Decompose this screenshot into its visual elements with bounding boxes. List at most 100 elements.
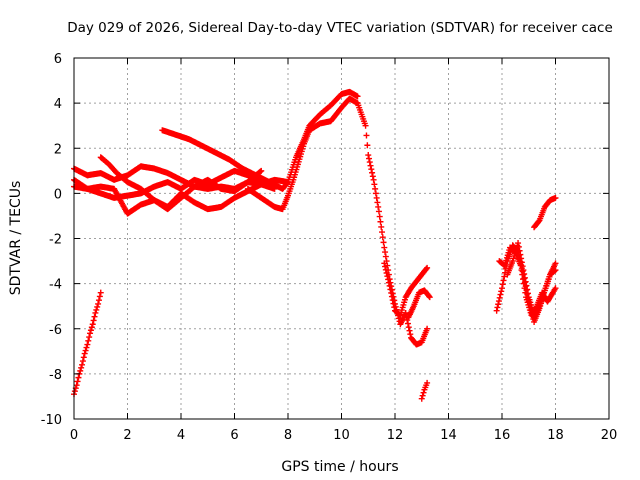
data-point — [364, 142, 371, 149]
y-tick-label-4: -2 — [49, 233, 62, 248]
data-point — [365, 152, 372, 159]
data-point — [391, 304, 398, 311]
y-tick-label-0: -10 — [41, 413, 62, 428]
data-point — [370, 176, 377, 183]
data-point — [388, 289, 395, 296]
data-point — [362, 122, 369, 129]
x-tick-label-8: 16 — [494, 428, 511, 443]
data-point — [424, 379, 431, 386]
data-point — [385, 279, 392, 286]
data-point — [382, 266, 389, 273]
data-point — [499, 281, 506, 288]
data-point — [372, 190, 379, 197]
data-point — [388, 293, 395, 300]
data-point — [374, 199, 381, 206]
data-point — [552, 267, 559, 274]
data-point — [379, 234, 386, 241]
data-point — [80, 354, 87, 361]
data-point — [517, 251, 524, 258]
data-point — [86, 334, 93, 341]
data-point — [515, 243, 522, 250]
data-point — [74, 378, 81, 385]
y-axis-label: SDTVAR / TECUs — [8, 181, 24, 296]
data-point — [77, 367, 84, 374]
data-point — [367, 162, 374, 169]
x-tick-label-4: 8 — [284, 428, 292, 443]
data-point — [87, 327, 94, 334]
data-point — [373, 194, 380, 201]
data-point — [89, 321, 96, 328]
data-point — [382, 249, 389, 256]
data-point — [418, 395, 425, 402]
data-point — [375, 203, 382, 210]
data-point — [97, 289, 104, 296]
data-point — [522, 278, 529, 285]
data-point — [371, 181, 378, 188]
data-point — [423, 265, 430, 272]
data-point — [380, 239, 387, 246]
data-point — [376, 213, 383, 220]
data-point — [497, 291, 504, 298]
data-point — [368, 166, 375, 173]
data-point — [258, 167, 265, 174]
data-point — [375, 208, 382, 215]
data-point — [366, 155, 373, 162]
data-point — [381, 244, 388, 251]
data-point — [387, 286, 394, 293]
data-point — [494, 304, 501, 311]
data-point — [81, 350, 88, 357]
data-point — [498, 288, 505, 295]
data-point — [499, 285, 505, 292]
data-point — [405, 324, 412, 331]
data-point — [71, 388, 78, 395]
series-lower-loop — [405, 287, 433, 321]
data-point — [552, 194, 559, 201]
x-tick-label-5: 10 — [333, 428, 350, 443]
data-point — [93, 306, 100, 313]
data-point — [518, 255, 525, 262]
x-axis-label: GPS time / hours — [281, 459, 398, 475]
series-tail-end — [418, 379, 431, 402]
x-tick-label-10: 20 — [601, 428, 618, 443]
x-tick-label-7: 14 — [440, 428, 457, 443]
x-tick-label-2: 4 — [177, 428, 185, 443]
series-late-rise — [531, 194, 559, 231]
data-point — [382, 253, 389, 260]
data-point — [85, 337, 92, 344]
data-point — [95, 300, 102, 307]
grid-lines — [74, 58, 609, 419]
data-point — [383, 269, 390, 276]
data-point — [90, 317, 97, 324]
y-tick-label-5: 0 — [54, 187, 62, 202]
data-point — [87, 330, 94, 337]
data-point — [385, 276, 392, 283]
data-point — [493, 307, 500, 314]
x-tick-label-9: 18 — [547, 428, 564, 443]
y-tick-label-6: 2 — [54, 142, 62, 157]
y-tick-label-1: -8 — [49, 368, 62, 383]
data-point — [552, 285, 559, 292]
y-tick-label-7: 4 — [54, 97, 62, 112]
data-point — [523, 282, 530, 289]
data-point — [404, 320, 411, 327]
data-point — [384, 273, 391, 280]
axis-ticks: 0 2 4 6 8 10 12 14 16 18 20 -10 -8 -6 -4 -2 0 2 4 6 — [41, 52, 618, 443]
data-point — [79, 358, 86, 365]
data-point — [521, 274, 528, 281]
data-point — [516, 247, 523, 254]
data-point — [495, 301, 502, 308]
series-late-c — [504, 240, 559, 319]
data-point — [378, 223, 385, 230]
series-upper-arc — [159, 88, 361, 192]
data-point — [426, 293, 433, 300]
data-point — [495, 298, 502, 305]
data-point — [372, 185, 379, 192]
data-point — [501, 273, 508, 280]
data-point — [92, 309, 99, 316]
data-point — [426, 294, 433, 301]
y-tick-label-3: -4 — [49, 278, 62, 293]
data-point — [515, 240, 522, 247]
data-point — [382, 263, 389, 270]
